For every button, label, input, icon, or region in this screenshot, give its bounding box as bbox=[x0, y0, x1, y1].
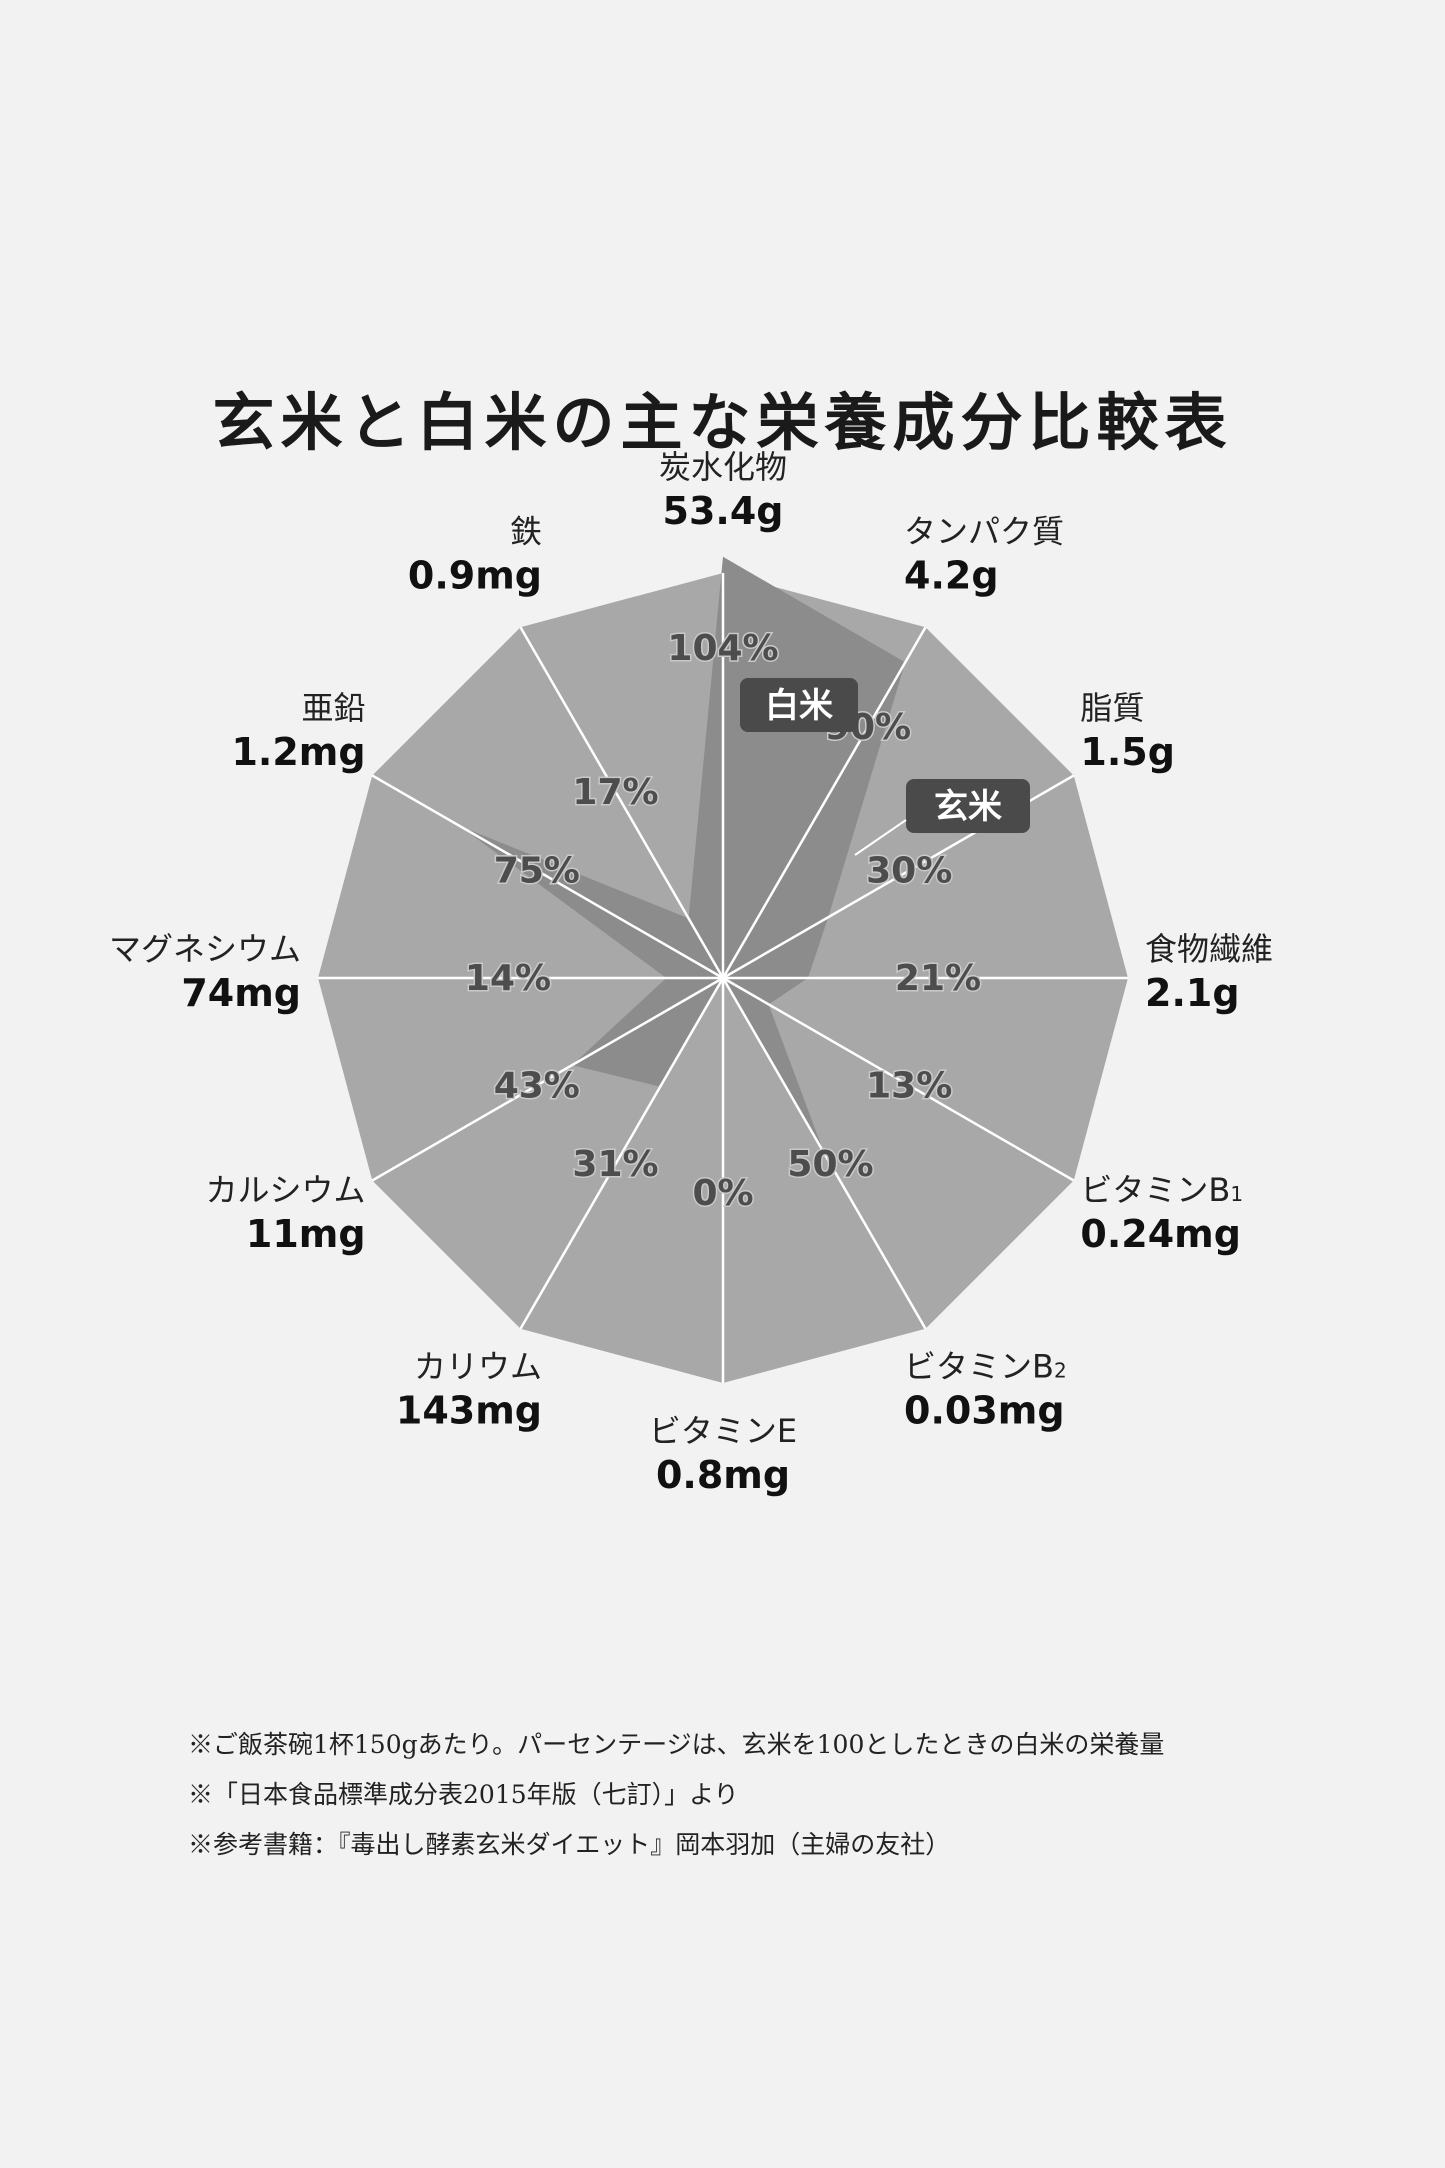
category-value: 0.03mg bbox=[904, 1388, 1065, 1432]
legend-brown-rice-label: 玄米 bbox=[934, 787, 1002, 827]
category-value: 4.2g bbox=[904, 554, 999, 598]
category-value: 2.1g bbox=[1145, 971, 1240, 1015]
percentage-label: 21% bbox=[895, 958, 981, 999]
category-name: 脂質 bbox=[1080, 689, 1144, 727]
footnote-serving: ※ご飯茶碗1杯150gあたり。パーセンテージは、玄米を100としたときの白米の栄… bbox=[188, 1730, 1165, 1759]
category-value: 0.24mg bbox=[1080, 1212, 1241, 1256]
legend-white-rice-badge bbox=[740, 678, 858, 732]
category-name: カルシウム bbox=[206, 1171, 366, 1209]
percentage-label: 43% bbox=[494, 1066, 580, 1107]
category-name-subscript: 2 bbox=[1054, 1358, 1067, 1382]
percentage-label: 75% bbox=[494, 851, 580, 892]
footnote-reference: ※参考書籍：『毒出し酵素玄米ダイエット』岡本羽加（主婦の友社） bbox=[188, 1830, 951, 1859]
category-name: マグネシウム bbox=[109, 930, 301, 968]
footnote-source: ※「日本食品標準成分表2015年版（七訂）」より bbox=[188, 1780, 739, 1809]
category-name: ビタミンE bbox=[649, 1412, 797, 1450]
category-name: タンパク質 bbox=[904, 513, 1064, 551]
spoke-line bbox=[519, 977, 725, 1330]
percentage-label: 17% bbox=[572, 772, 658, 813]
category-name: ビタミンB2 bbox=[904, 1347, 1067, 1385]
category-name: 食物繊維 bbox=[1145, 930, 1273, 968]
spoke-line bbox=[371, 976, 724, 1182]
percentage-label: 0% bbox=[692, 1173, 753, 1214]
category-value: 53.4g bbox=[663, 489, 784, 533]
legend-brown-rice-badge bbox=[906, 779, 1030, 833]
category-name: 鉄 bbox=[510, 513, 542, 551]
spoke-line bbox=[721, 626, 927, 979]
percentage-label: 30% bbox=[866, 851, 952, 892]
category-name-subscript: 1 bbox=[1230, 1182, 1243, 1206]
spoke-line bbox=[519, 626, 725, 979]
category-name: ビタミンB1 bbox=[1080, 1171, 1243, 1209]
legend-white-rice-label: 白米 bbox=[765, 686, 833, 726]
category-value: 74mg bbox=[181, 971, 301, 1015]
category-value: 1.2mg bbox=[231, 730, 365, 774]
category-name: 炭水化物 bbox=[659, 448, 787, 486]
spoke-line bbox=[371, 774, 724, 980]
category-name: 亜鉛 bbox=[302, 689, 366, 727]
percentage-label: 14% bbox=[465, 958, 551, 999]
percentage-label: 104% bbox=[667, 628, 778, 669]
legend-pointer bbox=[854, 819, 907, 856]
category-value: 0.9mg bbox=[408, 554, 542, 598]
percentage-label: 50% bbox=[787, 1144, 873, 1185]
category-value: 11mg bbox=[246, 1212, 366, 1256]
category-value: 143mg bbox=[396, 1388, 542, 1432]
chart-title: 玄米と白米の主な栄養成分比較表 bbox=[212, 386, 1233, 459]
spoke-line bbox=[722, 976, 1075, 1182]
category-value: 1.5g bbox=[1080, 730, 1175, 774]
category-value: 0.8mg bbox=[656, 1453, 790, 1497]
spoke-line bbox=[721, 977, 927, 1330]
footnotes: ※ご飯茶碗1杯150gあたり。パーセンテージは、玄米を100としたときの白米の栄… bbox=[188, 1720, 1338, 1870]
percentage-label: 13% bbox=[866, 1066, 952, 1107]
percentage-label: 31% bbox=[572, 1144, 658, 1185]
category-name: カリウム bbox=[414, 1347, 542, 1385]
